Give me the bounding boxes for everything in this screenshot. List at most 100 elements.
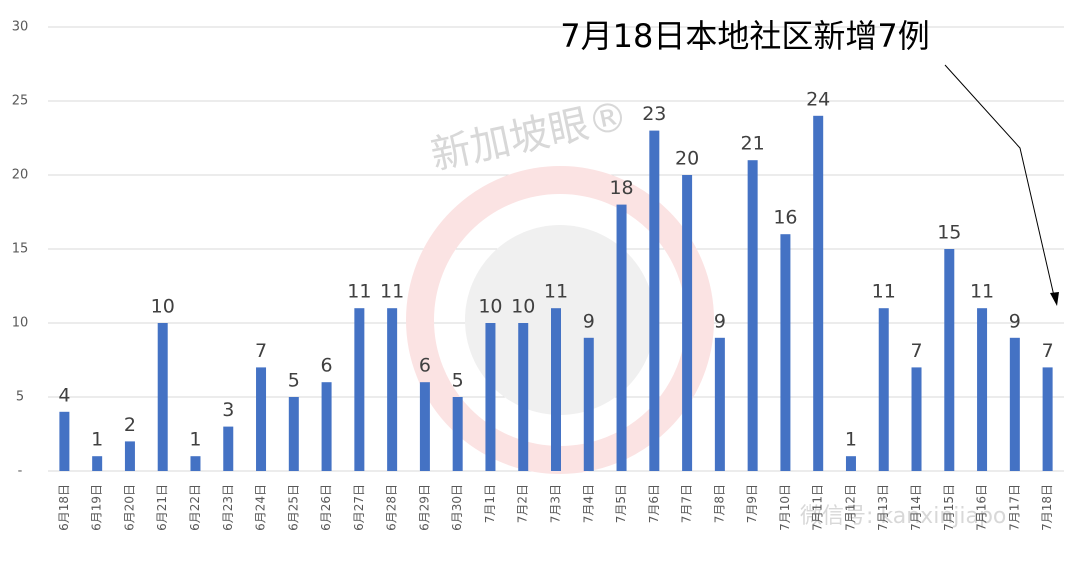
bar: [223, 426, 234, 471]
bar: [1042, 367, 1053, 471]
data-label: 18: [609, 177, 633, 199]
annotation: 7月18日本地社区新增7例: [560, 17, 929, 55]
watermark: 新加坡眼®: [427, 93, 632, 180]
bar: [583, 337, 594, 471]
data-label: 24: [806, 88, 830, 110]
x-tick-label: 6月18日: [57, 484, 71, 531]
bar: [452, 397, 463, 471]
bar: [813, 115, 824, 472]
x-tick-label: 7月17日: [1007, 484, 1021, 531]
x-tick-label: 6月21日: [155, 484, 169, 531]
x-tick-label: 7月9日: [745, 484, 759, 523]
x-tick-label: 6月23日: [221, 484, 235, 531]
y-tick-label: -: [18, 464, 23, 479]
data-label: 6: [419, 355, 431, 377]
bar: [321, 382, 332, 471]
bar: [354, 308, 365, 471]
bar: [1009, 337, 1020, 471]
y-tick-label: 10: [12, 316, 29, 331]
bar: [649, 130, 660, 471]
x-tick-label: 7月1日: [483, 484, 497, 523]
data-label: 3: [222, 399, 234, 421]
x-tick-label: 7月12日: [843, 484, 857, 531]
data-label: 5: [452, 370, 464, 392]
data-label: 9: [714, 310, 726, 332]
data-label: 11: [544, 281, 568, 303]
bar: [780, 234, 791, 471]
x-tick-label: 7月6日: [647, 484, 661, 523]
bar: [977, 308, 988, 471]
y-tick-label: 15: [12, 242, 29, 257]
x-tick-label: 7月11日: [811, 484, 825, 531]
y-tick-label: 25: [12, 94, 29, 109]
bar: [485, 323, 496, 471]
bar: [911, 367, 922, 471]
data-label: 10: [511, 296, 535, 318]
x-tick-label: 6月29日: [417, 484, 431, 531]
x-tick-label: 7月13日: [876, 484, 890, 531]
data-label: 9: [583, 310, 595, 332]
data-label: 5: [288, 370, 300, 392]
bar: [845, 456, 856, 471]
bar: [157, 323, 168, 471]
data-label: 1: [189, 429, 201, 451]
x-tick-label: 7月7日: [680, 484, 694, 523]
bar: [747, 160, 758, 471]
data-label: 10: [478, 296, 502, 318]
bar: [682, 175, 693, 471]
y-tick-label: 5: [16, 390, 24, 405]
x-tick-label: 6月30日: [450, 484, 464, 531]
annotation-arrow: [944, 64, 1055, 297]
bar: [714, 337, 725, 471]
bar: [944, 249, 955, 471]
x-tick-label: 7月15日: [942, 484, 956, 531]
x-tick-label: 7月2日: [516, 484, 530, 523]
data-label: 15: [937, 222, 961, 244]
arrow-head: [1050, 292, 1059, 306]
x-tick-label: 7月16日: [975, 484, 989, 531]
x-tick-label: 6月28日: [385, 484, 399, 531]
bar: [92, 456, 103, 471]
x-tick-label: 7月3日: [549, 484, 563, 523]
bar: [387, 308, 398, 471]
x-tick-label: 6月26日: [319, 484, 333, 531]
y-tick-label: 30: [12, 20, 29, 35]
x-tick-label: 7月10日: [778, 484, 792, 531]
x-tick-label: 7月8日: [712, 484, 726, 523]
data-label: 9: [1009, 310, 1021, 332]
data-label: 2: [124, 414, 136, 436]
watermark: 微信号: kanxinjiapo: [800, 504, 1006, 529]
data-label: 20: [675, 148, 699, 170]
data-label: 7: [910, 340, 922, 362]
data-label: 6: [321, 355, 333, 377]
bar: [256, 367, 267, 471]
data-label: 1: [91, 429, 103, 451]
data-label: 11: [380, 281, 404, 303]
x-tick-label: 7月14日: [909, 484, 923, 531]
data-label: 16: [773, 207, 797, 229]
data-label: 23: [642, 103, 666, 125]
x-tick-label: 7月4日: [581, 484, 595, 523]
x-tick-label: 7月18日: [1040, 484, 1054, 531]
y-tick-label: 20: [12, 168, 29, 183]
data-label: 1: [845, 429, 857, 451]
x-tick-label: 6月19日: [90, 484, 104, 531]
bar: [190, 456, 201, 471]
x-tick-label: 6月25日: [286, 484, 300, 531]
data-label: 21: [741, 133, 765, 155]
data-label: 11: [872, 281, 896, 303]
bar: [878, 308, 889, 471]
bar: [288, 397, 299, 471]
bar: [124, 441, 135, 471]
data-label: 11: [347, 281, 371, 303]
x-tick-label: 6月24日: [254, 484, 268, 531]
data-label: 10: [151, 296, 175, 318]
x-tick-label: 6月20日: [122, 484, 136, 531]
bar: [551, 308, 561, 471]
x-tick-label: 7月5日: [614, 484, 628, 523]
data-label: 7: [255, 340, 267, 362]
x-tick-label: 6月22日: [188, 484, 202, 531]
data-label: 7: [1042, 340, 1054, 362]
x-tick-label: 6月27日: [352, 484, 366, 531]
